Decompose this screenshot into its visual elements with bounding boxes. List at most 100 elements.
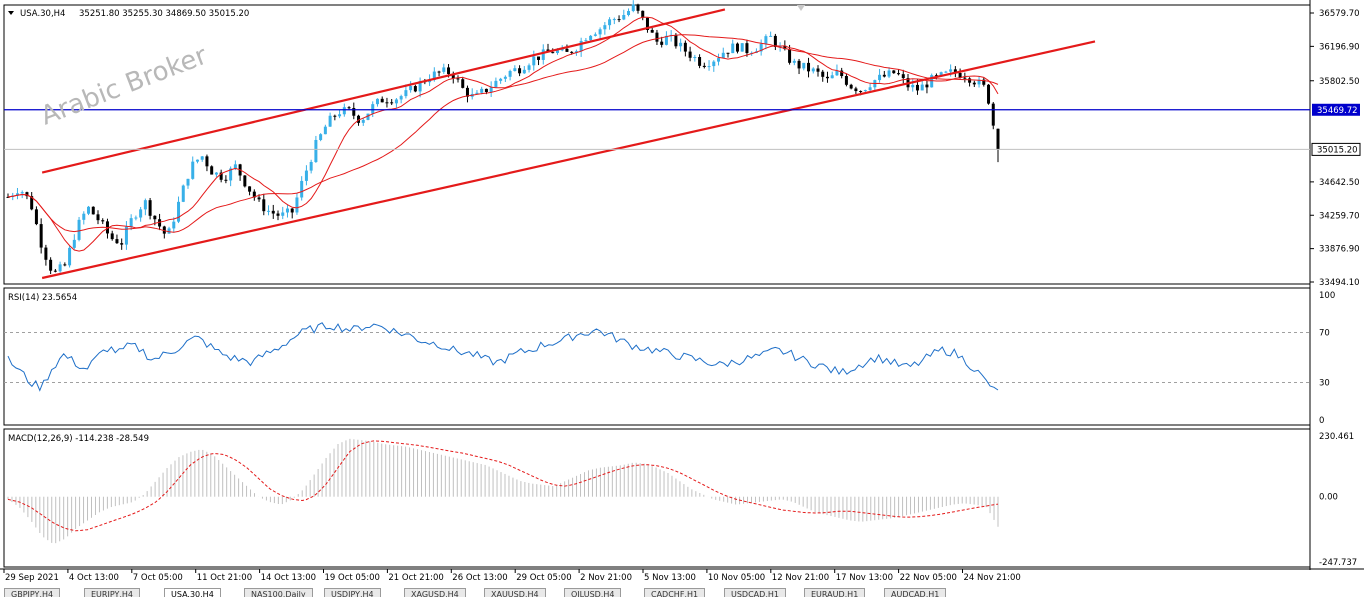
price-candle-body: [551, 52, 555, 54]
price-candle-body: [205, 156, 209, 167]
price-axis-tick-label: 34259.70: [1319, 211, 1360, 221]
price-candle-body: [627, 10, 631, 16]
price-candle-body: [958, 72, 962, 78]
price-candle-body: [963, 77, 967, 79]
chart-symbol-title: USA.30,H4: [20, 9, 65, 19]
price-candle-body: [835, 70, 839, 76]
price-candle-body: [830, 75, 834, 79]
price-candle-body: [72, 239, 76, 248]
price-axis-tick-label: 33876.90: [1319, 245, 1360, 255]
price-candle-body: [783, 45, 787, 50]
price-candle-body: [854, 88, 858, 92]
price-candle-body: [991, 103, 995, 126]
price-candle-body: [584, 40, 588, 42]
price-candle-body: [285, 208, 289, 213]
price-candle-body: [442, 67, 446, 72]
price-candle-body: [181, 185, 185, 202]
price-candle-body: [987, 84, 991, 104]
price-candle-body: [807, 62, 811, 72]
price-candle-body: [612, 19, 616, 21]
macd-axis-label: 0.00: [1319, 493, 1338, 503]
price-candle-body: [982, 79, 986, 85]
price-candle-body: [911, 84, 915, 88]
time-axis-label: 4 Oct 13:00: [69, 573, 119, 583]
price-candle-body: [120, 243, 124, 245]
price-candle-body: [96, 214, 100, 221]
price-candle-body: [537, 56, 541, 60]
price-candle-body: [210, 166, 214, 175]
symbol-tab[interactable]: OILUSD,H4: [564, 588, 622, 597]
price-candle-body: [503, 76, 507, 79]
price-candle-body: [939, 72, 943, 76]
price-candle-body: [721, 52, 725, 59]
price-candle-body: [267, 210, 271, 212]
price-candle-body: [541, 49, 545, 60]
price-candle-body: [124, 226, 128, 245]
price-candle-body: [101, 220, 105, 222]
price-axis-tick-label: 36196.90: [1319, 42, 1360, 52]
macd-axis-label: 230.461: [1319, 432, 1354, 442]
rsi-line: [7, 322, 999, 392]
dropdown-triangle-icon[interactable]: [8, 11, 14, 15]
time-axis-label: 24 Nov 21:00: [964, 573, 1021, 583]
price-candle-body: [129, 218, 133, 227]
price-candle-body: [664, 35, 668, 45]
symbol-tab[interactable]: XAGUSD,H4: [404, 588, 466, 597]
price-candle-body: [139, 209, 143, 218]
symbol-tab[interactable]: XAUUSD,H4: [484, 588, 546, 597]
price-candle-body: [944, 71, 948, 73]
price-candle-body: [195, 159, 199, 162]
symbol-tab[interactable]: USDJPY,H4: [324, 588, 381, 597]
symbol-tab[interactable]: EURAUD,H1: [804, 588, 866, 597]
price-candle-body: [6, 196, 10, 198]
price-candle-body: [574, 51, 578, 53]
symbol-tab[interactable]: USA.30,H4: [164, 588, 221, 597]
price-candle-body: [314, 139, 318, 162]
price-candle-body: [565, 48, 569, 52]
price-candle-body: [451, 73, 455, 79]
time-axis-label: 10 Nov 05:00: [708, 573, 765, 583]
rsi-axis-label: 70: [1319, 329, 1330, 339]
price-candle-body: [361, 119, 365, 123]
price-candle-body: [172, 221, 176, 229]
price-candle-body: [82, 213, 86, 220]
moving-average-slow-line: [7, 34, 999, 233]
price-candle-body: [641, 10, 645, 18]
support-price-label-box: [1312, 103, 1360, 116]
price-candle-body: [878, 74, 882, 81]
time-axis-label: 17 Nov 13:00: [836, 573, 893, 583]
price-candle-body: [645, 17, 649, 30]
price-candle-body: [840, 70, 844, 77]
symbol-tab-bar: GBPJPY,H4 EURJPY,H4 USA.30,H4 NAS100,Daily U…: [0, 588, 1364, 597]
price-candle-body: [87, 206, 91, 214]
price-candle-body: [698, 57, 702, 66]
rsi-axis-label: 100: [1319, 291, 1335, 301]
symbol-tab[interactable]: USDCAD,H1: [724, 588, 786, 597]
price-candle-body: [404, 90, 408, 97]
price-candle-body: [717, 58, 721, 62]
macd-panel-frame: [3, 428, 1311, 568]
price-candle-body: [153, 215, 157, 220]
price-candle-body: [508, 70, 512, 77]
price-candle-body: [868, 87, 872, 91]
rsi-axis-label: 30: [1319, 379, 1330, 389]
price-axis-tick-label: 34642.50: [1319, 178, 1360, 188]
symbol-tab[interactable]: NAS100,Daily: [244, 588, 313, 597]
price-candle-body: [570, 51, 574, 53]
price-candle-body: [25, 192, 29, 197]
symbol-tab[interactable]: AUDCAD,H1: [884, 588, 947, 597]
price-candle-body: [598, 29, 602, 35]
symbol-tab[interactable]: GBPJPY,H4: [4, 588, 61, 597]
price-candle-body: [527, 65, 531, 70]
time-axis-label: 11 Oct 21:00: [197, 573, 252, 583]
symbol-tab[interactable]: CADCHF,H1: [644, 588, 706, 597]
price-candle-body: [513, 68, 517, 71]
price-candle-body: [413, 86, 417, 92]
price-candle-body: [494, 80, 498, 88]
symbol-tab[interactable]: EURJPY,H4: [84, 588, 141, 597]
price-candle-body: [437, 71, 441, 73]
price-candle-body: [740, 43, 744, 52]
price-candle-body: [707, 66, 711, 68]
price-candle-body: [357, 115, 361, 123]
